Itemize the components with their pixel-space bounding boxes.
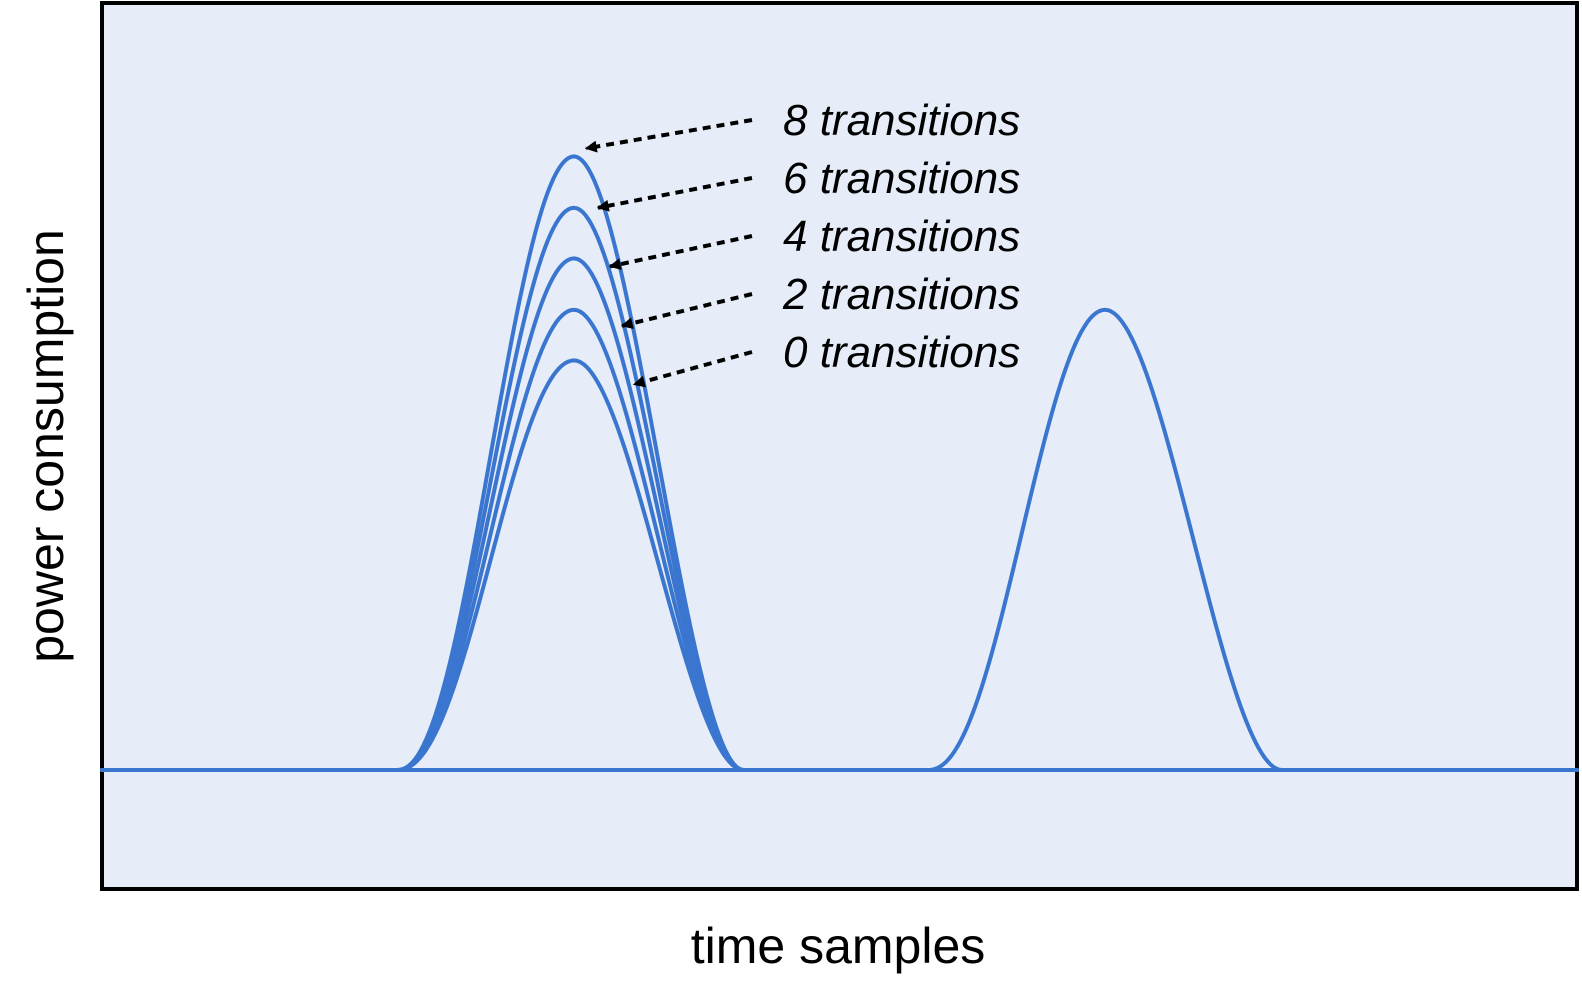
annotation-group: 8 transitions 6 transitions 4 transitions 2… (584, 96, 1020, 388)
annotation-arrow-0-transitions (632, 350, 753, 388)
x-axis-label: time samples (691, 918, 986, 974)
legend-label-6-transitions: 6 transitions (783, 154, 1020, 203)
legend-label-8-transitions: 8 transitions (783, 96, 1020, 145)
pulse2-group (102, 307, 1577, 772)
legend-label-2-transitions: 2 transitions (782, 270, 1020, 319)
plot-area (100, 1, 1579, 891)
legend-label-0-transitions: 0 transitions (783, 328, 1020, 377)
y-axis-label: power consumption (18, 229, 74, 663)
annotation-arrow-4-transitions (608, 234, 753, 271)
annotation-arrow-6-transitions (596, 176, 753, 212)
second-pulse-line (102, 307, 1577, 772)
annotation-arrow-8-transitions (584, 118, 753, 153)
legend-label-4-transitions: 4 transitions (783, 212, 1020, 261)
